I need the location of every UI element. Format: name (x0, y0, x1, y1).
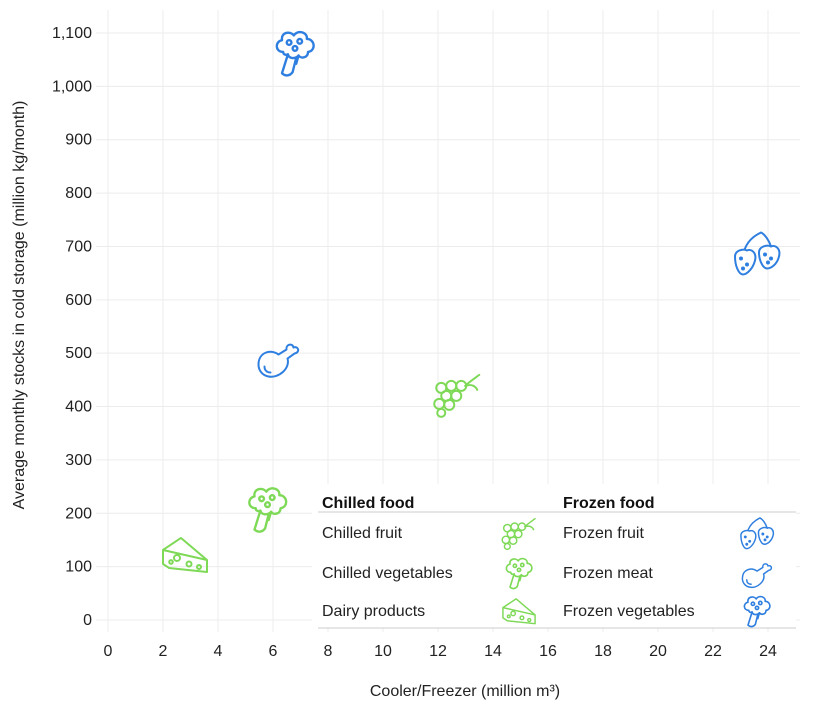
legend-heading-chilled: Chilled food (322, 495, 414, 512)
x-tick-label: 14 (484, 643, 502, 660)
legend-label: Frozen fruit (563, 525, 644, 542)
legend-label: Chilled fruit (322, 525, 403, 542)
y-tick-label: 400 (65, 399, 92, 416)
legend: Chilled food Frozen food Chilled fruit Ch… (312, 484, 796, 629)
y-axis-label: Average monthly stocks in cold storage (… (11, 101, 28, 510)
point-chilled-vegetables (248, 487, 288, 533)
y-tick-label: 800 (65, 185, 92, 202)
y-tick-label: 1,000 (52, 78, 92, 95)
x-tick-label: 18 (594, 643, 612, 660)
x-tick-label: 12 (429, 643, 447, 660)
x-tick-label: 2 (159, 643, 168, 660)
y-axis-ticks: 0 100 200 300 400 500 600 700 800 900 1,000 1,100 (52, 25, 92, 629)
legend-label: Frozen meat (563, 565, 653, 582)
legend-label: Frozen vegetables (563, 603, 695, 620)
y-tick-label: 300 (65, 452, 92, 469)
y-tick-label: 1,100 (52, 25, 92, 42)
x-tick-label: 16 (539, 643, 557, 660)
y-tick-label: 0 (83, 612, 92, 629)
x-tick-label: 22 (704, 643, 722, 660)
y-tick-label: 900 (65, 132, 92, 149)
point-frozen-vegetables (275, 30, 315, 77)
x-axis-label: Cooler/Freezer (million m³) (370, 683, 560, 700)
x-tick-label: 20 (649, 643, 667, 660)
x-tick-label: 8 (324, 643, 333, 660)
point-frozen-fruit (733, 231, 781, 276)
legend-heading-frozen: Frozen food (563, 495, 655, 512)
legend-label: Chilled vegetables (322, 565, 453, 582)
y-tick-label: 600 (65, 292, 92, 309)
y-tick-label: 100 (65, 559, 92, 576)
point-chilled-fruit (433, 373, 481, 419)
y-tick-label: 500 (65, 345, 92, 362)
legend-label: Dairy products (322, 603, 425, 620)
x-tick-label: 4 (214, 643, 223, 660)
x-tick-label: 6 (269, 643, 278, 660)
y-tick-label: 200 (65, 505, 92, 522)
x-tick-label: 0 (104, 643, 113, 660)
x-axis-ticks: 0 2 4 6 8 10 12 14 16 18 20 22 24 (104, 643, 777, 660)
x-tick-label: 24 (759, 643, 777, 660)
y-tick-label: 700 (65, 238, 92, 255)
point-frozen-meat (257, 343, 300, 378)
x-tick-label: 10 (374, 643, 392, 660)
